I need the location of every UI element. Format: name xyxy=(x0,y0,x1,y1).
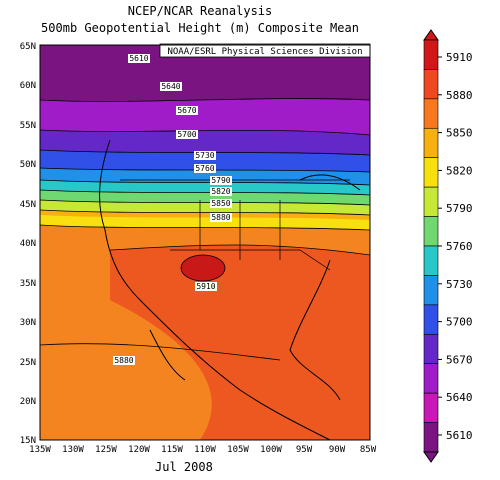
contour-label: 5610 xyxy=(129,54,148,63)
colorbar-tick-label: 5790 xyxy=(446,202,473,215)
contour-label: 5760 xyxy=(195,164,214,173)
colorbar-swatch xyxy=(423,216,439,247)
colorbar-tick-label: 5880 xyxy=(446,89,473,102)
colorbar-swatch xyxy=(423,157,439,188)
lon-label: 135W xyxy=(29,445,51,455)
contour-label: 5790 xyxy=(211,176,230,185)
colorbar-swatch xyxy=(423,392,439,423)
lon-label: 110W xyxy=(194,445,216,455)
colorbar-tick-label: 5910 xyxy=(446,51,473,64)
colorbar-tick-label: 5820 xyxy=(446,164,473,177)
band-5700 xyxy=(40,150,370,172)
colorbar-swatch xyxy=(423,304,439,335)
lat-label: 20N xyxy=(20,397,36,407)
height-field xyxy=(40,45,370,440)
band-5730 xyxy=(40,168,370,185)
lat-label: 50N xyxy=(20,160,36,170)
band-5640 xyxy=(40,98,370,135)
colorbar-swatch xyxy=(423,98,439,129)
lon-label: 85W xyxy=(360,445,377,455)
colorbar-tick-label: 5700 xyxy=(446,316,473,329)
lat-label: 60N xyxy=(20,81,36,91)
colorbar-ticks: 5910 5880 5850 5820 5790 5760 5730 5700 5670 5640… xyxy=(438,51,473,442)
contour-label-group: 5610 5640 5670 5700 5730 5760 5790 5820 … xyxy=(113,54,232,365)
lat-label: 55N xyxy=(20,121,36,131)
lat-label: 65N xyxy=(20,42,36,52)
credit-text: NOAA/ESRL Physical Sciences Division xyxy=(167,47,362,57)
colorbar-tick-label: 5730 xyxy=(446,278,473,291)
colorbar-arrow-bottom xyxy=(423,451,439,463)
map-frame xyxy=(39,44,371,441)
lat-label: 15N xyxy=(20,436,36,446)
contour-label: 5880 xyxy=(114,356,133,365)
chart-subtitle: 500mb Geopotential Height (m) Composite … xyxy=(41,21,359,35)
colorbar-swatch xyxy=(423,422,439,453)
contour-label: 5700 xyxy=(177,130,196,139)
lon-axis: 135W 130W 125W 120W 115W 110W 105W 100W … xyxy=(29,445,377,455)
date-label: Jul 2008 xyxy=(155,460,213,474)
band-5610 xyxy=(40,45,370,102)
colorbar-tick-label: 5640 xyxy=(446,391,473,404)
contour-label: 5670 xyxy=(177,106,196,115)
lon-label: 130W xyxy=(62,445,84,455)
lat-label: 35N xyxy=(20,279,36,289)
lat-axis: 65N 60N 55N 50N 45N 40N 35N 30N 25N 20N … xyxy=(20,42,36,446)
colorbar-tick-label: 5670 xyxy=(446,353,473,366)
band-inner xyxy=(110,245,370,440)
chart-title: NCEP/NCAR Reanalysis xyxy=(127,4,273,18)
band-5760 xyxy=(40,180,370,195)
colorbar-swatch xyxy=(423,69,439,100)
colorbar-swatch xyxy=(423,333,439,365)
coastlines xyxy=(99,139,361,440)
colorbar-swatch xyxy=(423,127,439,159)
contour-label: 5910 xyxy=(196,282,215,291)
lat-label: 25N xyxy=(20,358,36,368)
lat-label: 45N xyxy=(20,200,36,210)
colorbar-arrow-top xyxy=(423,29,439,41)
lon-label: 100W xyxy=(260,445,282,455)
band-5670 xyxy=(40,130,370,155)
colorbar-tick-label: 5610 xyxy=(446,429,473,442)
colorbar-tick-label: 5850 xyxy=(446,127,473,140)
lat-label: 40N xyxy=(20,239,36,249)
contour-label: 5880 xyxy=(211,213,230,222)
lon-label: 115W xyxy=(161,445,183,455)
lon-label: 95W xyxy=(296,445,313,455)
lat-label: 30N xyxy=(20,318,36,328)
lon-label: 120W xyxy=(128,445,150,455)
colorbar-swatch xyxy=(423,363,439,394)
contour-label: 5730 xyxy=(195,151,214,160)
colorbar-swatches xyxy=(423,29,439,463)
lon-label: 90W xyxy=(329,445,346,455)
colorbar-swatch xyxy=(423,275,439,306)
colorbar-tick-label: 5760 xyxy=(446,240,473,253)
lon-label: 105W xyxy=(227,445,249,455)
colorbar-swatch xyxy=(423,245,439,276)
colorbar-swatch xyxy=(423,186,439,217)
band-5850 xyxy=(40,215,370,230)
contour-label: 5820 xyxy=(211,187,230,196)
contour-label: 5850 xyxy=(211,199,230,208)
high-center xyxy=(181,255,225,281)
band-5790 xyxy=(40,190,370,205)
colorbar-swatch xyxy=(423,39,439,70)
lon-label: 125W xyxy=(95,445,117,455)
contour-label: 5640 xyxy=(161,82,180,91)
band-5820 xyxy=(40,200,370,215)
